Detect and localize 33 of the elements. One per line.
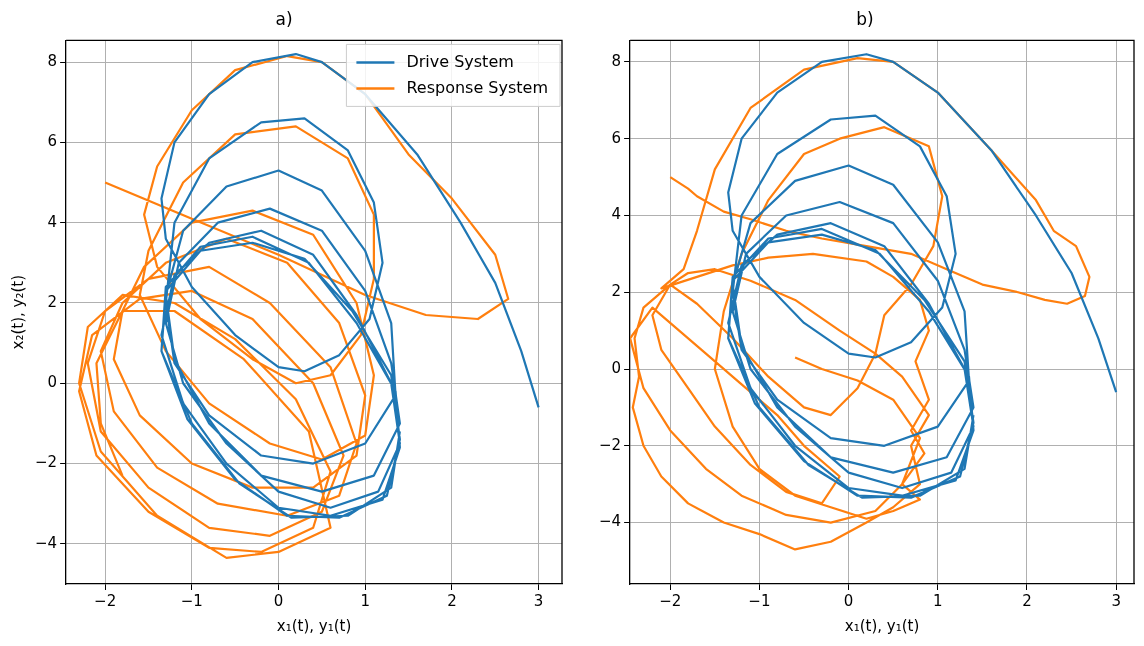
x-tick-label: 3 (533, 591, 544, 610)
y-tick-label: 2 (47, 292, 58, 311)
x-axis-title: x₁(t), y₁(t) (276, 616, 352, 635)
y-tick-label: 4 (611, 205, 622, 224)
x-tick-label: 0 (843, 591, 854, 610)
y-tick-label: 8 (47, 51, 58, 70)
y-tick-label: 2 (611, 282, 622, 301)
y-tick-label: 6 (47, 132, 58, 151)
x-tick-label: 2 (447, 591, 457, 610)
x-tick-label: −2 (94, 591, 117, 610)
chart-title: a) (275, 8, 293, 29)
legend-label: Drive System (406, 51, 514, 71)
chart-title: b) (856, 8, 874, 29)
y-tick-label: 0 (611, 358, 622, 377)
y-tick-label: 6 (611, 128, 622, 147)
y-axis-title: x₂(t), y₂(t) (8, 274, 27, 350)
y-tick-label: −2 (34, 453, 58, 472)
x-tick-label: 0 (273, 591, 284, 610)
legend-label: Response System (406, 77, 548, 97)
y-tick-label: −4 (598, 512, 622, 531)
x-tick-label: 3 (1111, 591, 1121, 610)
y-tick-label: 0 (47, 373, 58, 392)
x-tick-label: 1 (360, 591, 370, 610)
y-tick-label: −2 (598, 435, 622, 454)
x-tick-label: −1 (180, 591, 203, 610)
x-tick-label: −2 (659, 591, 682, 610)
x-tick-label: −1 (748, 591, 771, 610)
y-tick-label: 4 (47, 212, 58, 231)
y-tick-label: −4 (34, 533, 58, 552)
x-tick-label: 2 (1022, 591, 1032, 610)
y-tick-label: 8 (611, 51, 622, 70)
x-axis-title: x₁(t), y₁(t) (844, 616, 920, 635)
x-tick-label: 1 (933, 591, 943, 610)
